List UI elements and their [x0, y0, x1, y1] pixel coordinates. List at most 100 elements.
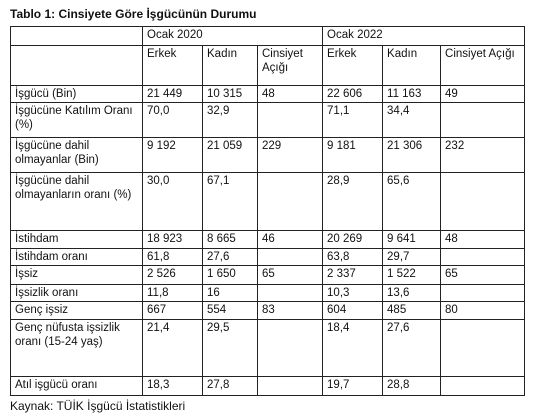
table-cell: 13,6: [382, 284, 442, 302]
table-cell: 28,9: [322, 172, 384, 231]
table-cell: [440, 376, 526, 396]
table-row: İşsizlik oranı 11,8 16 10,3 13,6: [10, 284, 526, 302]
header-cell: [10, 26, 143, 46]
table-cell: 49: [440, 85, 526, 103]
table-cell: 46: [256, 230, 324, 249]
table-row: İşsiz 2 526 1 650 65 2 337 1 522 65: [10, 265, 526, 285]
table-cell: 9 641: [382, 230, 442, 249]
table-cell: 9 192: [142, 137, 203, 173]
table-cell: 2 526: [142, 265, 203, 285]
table-title: Tablo 1: Cinsiyete Göre İşgücünün Durumu: [10, 7, 257, 21]
table-cell: 2 337: [322, 265, 384, 285]
table-cell: [440, 248, 526, 266]
table-cell: 554: [202, 301, 258, 320]
table-row: İşgücü (Bin) 21 449 10 315 48 22 606 11 163 49: [10, 85, 526, 103]
table-cell: 485: [382, 301, 442, 320]
table-cell: 18,3: [142, 376, 203, 396]
column-header: Cinsiyet Açığı: [440, 45, 526, 86]
table-cell: 8 665: [202, 230, 258, 249]
table-cell: [256, 376, 324, 396]
table-cell: 1 522: [382, 265, 442, 285]
table-cell: 22 606: [322, 85, 384, 103]
table-cell: 48: [256, 85, 324, 103]
table-cell: [440, 284, 526, 302]
table-cell: 27,6: [382, 319, 442, 377]
table-row: İşgücüne dahil olmayanların oranı (%) 30,…: [10, 172, 526, 231]
table-cell: 70,0: [142, 102, 203, 138]
table-cell: 229: [256, 137, 324, 173]
table-cell: 63,8: [322, 248, 384, 266]
table-cell: 80: [440, 301, 526, 320]
table-cell: [440, 172, 526, 231]
row-label: İşgücü (Bin): [10, 85, 143, 103]
table-cell: 61,8: [142, 248, 203, 266]
table-cell: 667: [142, 301, 203, 320]
table-cell: [256, 172, 324, 231]
row-label: İşgücüne Katılım Oranı (%): [10, 102, 143, 138]
column-header: Cinsiyet Açığı: [256, 45, 324, 86]
table-cell: 11,8: [142, 284, 203, 302]
table-cell: 32,9: [202, 102, 258, 138]
table-row: Genç işsiz 667 554 83 604 485 80: [10, 301, 526, 320]
table-cell: 604: [322, 301, 384, 320]
column-header: Erkek: [322, 45, 384, 86]
column-header: Erkek: [142, 45, 203, 86]
header-cell: [10, 45, 143, 86]
table-cell: 27,8: [202, 376, 258, 396]
table-cell: 30,0: [142, 172, 203, 231]
row-label: Atıl işgücü oranı: [10, 376, 143, 396]
row-label: İşgücüne dahil olmayanların oranı (%): [10, 172, 143, 231]
row-label: İşsiz: [10, 265, 143, 285]
table-row: İşgücüne dahil olmayanlar (Bin) 9 192 21 0…: [10, 137, 526, 173]
table-cell: 19,7: [322, 376, 384, 396]
data-table: Ocak 2020 Ocak 2022 Erkek Kadın Cinsiyet Açı…: [10, 26, 526, 396]
column-group: Ocak 2022: [322, 26, 526, 46]
table-cell: 65: [440, 265, 526, 285]
table-cell: [256, 102, 324, 138]
table-cell: 10 315: [202, 85, 258, 103]
table-cell: 48: [440, 230, 526, 249]
column-header: Kadın: [382, 45, 442, 86]
table-cell: 27,6: [202, 248, 258, 266]
table-cell: [440, 319, 526, 377]
table-cell: 1 650: [202, 265, 258, 285]
table-cell: 18,4: [322, 319, 384, 377]
table-cell: [256, 319, 324, 377]
table-cell: 11 163: [382, 85, 442, 103]
table-row: Atıl işgücü oranı 18,3 27,8 19,7 28,8: [10, 376, 526, 396]
table-cell: 21 306: [382, 137, 442, 173]
source-note: Kaynak: TÜİK İşgücü İstatistikleri: [10, 399, 186, 413]
table-row: İşgücüne Katılım Oranı (%) 70,0 32,9 71,1 34…: [10, 102, 526, 138]
table-cell: [440, 102, 526, 138]
column-header: Kadın: [202, 45, 258, 86]
table-cell: 29,5: [202, 319, 258, 377]
table-row: İstihdam oranı 61,8 27,6 63,8 29,7: [10, 248, 526, 266]
table-cell: 21 059: [202, 137, 258, 173]
header-row: Erkek Kadın Cinsiyet Açığı Erkek Kadın Cinsiy…: [10, 45, 526, 86]
row-label: İstihdam: [10, 230, 143, 249]
table-cell: 20 269: [322, 230, 384, 249]
row-label: Genç nüfusta işsizlik oranı (15-24 yaş): [10, 319, 143, 377]
row-label: İstihdam oranı: [10, 248, 143, 266]
table-cell: 9 181: [322, 137, 384, 173]
table-cell: 83: [256, 301, 324, 320]
header-row: Ocak 2020 Ocak 2022: [10, 26, 526, 46]
column-group: Ocak 2020: [141, 26, 324, 46]
table-cell: 21,4: [142, 319, 203, 377]
table-cell: 71,1: [322, 102, 384, 138]
row-label: İşgücüne dahil olmayanlar (Bin): [10, 137, 143, 173]
table-row: İstihdam 18 923 8 665 46 20 269 9 641 48: [10, 230, 526, 249]
table-cell: 29,7: [382, 248, 442, 266]
table-cell: [256, 248, 324, 266]
table-cell: 21 449: [142, 85, 203, 103]
table-cell: 67,1: [202, 172, 258, 231]
row-label: Genç işsiz: [10, 301, 143, 320]
table-row: Genç nüfusta işsizlik oranı (15-24 yaş) 2…: [10, 319, 526, 377]
table-cell: 16: [202, 284, 258, 302]
table-cell: 34,4: [382, 102, 442, 138]
table-cell: 232: [440, 137, 526, 173]
table-cell: 65,6: [382, 172, 442, 231]
row-label: İşsizlik oranı: [10, 284, 143, 302]
table-cell: 18 923: [142, 230, 203, 249]
